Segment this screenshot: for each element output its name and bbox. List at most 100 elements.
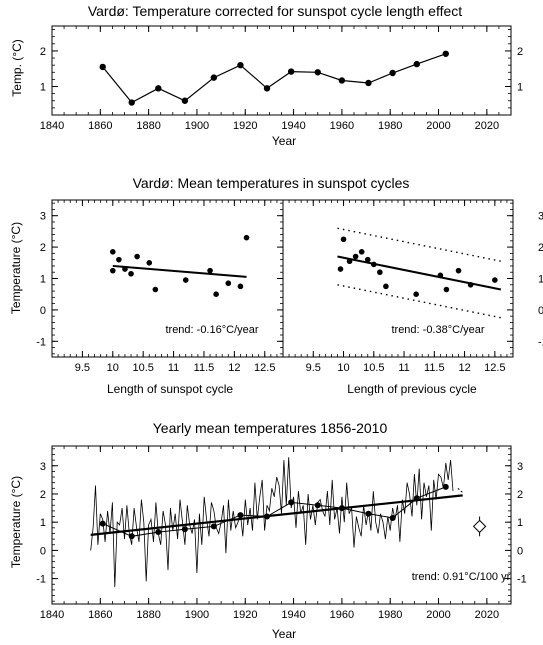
yearly-cycle-mean-line xyxy=(102,486,446,537)
previous-confidence-upper xyxy=(337,227,502,262)
previous-trend-annotation: trend: -0.38°C/year xyxy=(391,324,484,336)
corrected-data-point xyxy=(365,79,372,87)
yearly-x-tick-label: 1900 xyxy=(185,609,209,621)
yearly-cycle-mean-point xyxy=(237,512,244,519)
corrected-data-point xyxy=(155,85,162,92)
previous-y-tick-label-right: 1 xyxy=(538,274,543,286)
yearly-x-tick-label: 1860 xyxy=(88,609,112,621)
corrected-x-tick-label: 1960 xyxy=(330,120,354,132)
previous-data-point xyxy=(467,281,474,288)
sunspot-y-tick-label: 1 xyxy=(40,274,46,286)
sunspot-x-tick-label: 11.5 xyxy=(194,362,215,374)
corrected-x-tick-label: 2020 xyxy=(475,120,499,132)
corrected-series-line xyxy=(102,53,447,104)
yearly-cycle-mean-point xyxy=(442,483,449,490)
previous-data-point xyxy=(455,267,462,274)
yearly-cycle-mean-point xyxy=(181,526,188,533)
previous-data-point xyxy=(437,272,444,279)
corrected-x-tick-label: 1980 xyxy=(378,120,402,132)
sunspot-data-point xyxy=(207,267,213,274)
yearly-x-tick-label: 1920 xyxy=(233,609,257,621)
corrected-x-tick-label: 1880 xyxy=(136,120,160,132)
previous-x-tick-label: 10 xyxy=(337,362,349,374)
yearly-y-tick-label: 3 xyxy=(40,461,46,473)
corrected-x-tick-label: 1900 xyxy=(185,120,209,132)
yearly-cycle-mean-point xyxy=(155,529,162,536)
sunspot-cycle-panel: Vardø: Mean temperatures in sunspot cycl… xyxy=(9,175,409,396)
corrected-data-point xyxy=(99,63,106,71)
previous-data-point xyxy=(352,253,359,260)
previous-data-point xyxy=(358,249,365,255)
yearly-y-tick-label-right: 1 xyxy=(517,517,523,529)
previous-x-tick-label: 11 xyxy=(398,362,409,374)
corrected-x-tick-label: 1940 xyxy=(281,120,305,132)
yearly-cycle-mean-point xyxy=(99,520,106,527)
sunspot-x-axis-label: Length of sunspot cycle xyxy=(107,382,233,396)
corrected-data-point xyxy=(442,50,449,57)
sunspot-y-tick-label: 2 xyxy=(40,242,46,254)
sunspot-data-point xyxy=(128,270,134,277)
sunspot-y-tick-label: 0 xyxy=(40,305,46,317)
yearly-y-tick-label-right: 3 xyxy=(517,461,523,473)
corrected-y-tick-label: 1 xyxy=(40,82,46,94)
yearly-cycle-mean-point xyxy=(314,502,321,509)
corrected-data-point xyxy=(237,61,244,69)
yearly-y-tick-label-right: -1 xyxy=(517,574,527,586)
yearly-y-tick-label: 1 xyxy=(40,517,46,529)
sunspot-x-tick-label: 10.5 xyxy=(132,362,153,374)
previous-data-point xyxy=(340,236,347,243)
previous-data-point xyxy=(346,258,353,265)
previous-confidence-lower xyxy=(337,284,502,319)
previous-data-point xyxy=(492,277,498,283)
yearly-trend-line xyxy=(90,494,463,536)
corrected-data-point xyxy=(413,60,420,68)
yearly-x-tick-label: 2000 xyxy=(426,609,450,621)
sunspot-y-tick-label: -1 xyxy=(36,336,46,348)
corrected-data-point xyxy=(314,69,321,76)
previous-data-point xyxy=(364,256,371,263)
corrected-chart-title: Vardø: Temperature corrected for sunspot… xyxy=(88,3,462,19)
previous-x-tick-label: 11.5 xyxy=(424,362,445,374)
yearly-cycle-mean-point xyxy=(128,533,135,540)
corrected-data-point xyxy=(263,85,271,92)
corrected-data-point xyxy=(210,74,218,81)
previous-x-tick-label: 12 xyxy=(458,362,470,374)
sunspot-data-point xyxy=(146,260,153,266)
corrected-temperature-panel: Vardø: Temperature corrected for sunspot… xyxy=(10,3,523,148)
corrected-y-tick-label-right: 1 xyxy=(517,82,523,94)
yearly-cycle-mean-point xyxy=(389,514,396,521)
previous-data-point xyxy=(413,291,419,298)
yearly-y-tick-label: -1 xyxy=(36,574,46,586)
sunspot-data-point xyxy=(109,267,116,274)
sunspot-data-point xyxy=(116,256,122,263)
sunspot-y-axis-label: Temperature (°C) xyxy=(9,222,23,314)
yearly-y-tick-label: 2 xyxy=(40,489,46,501)
corrected-data-point xyxy=(287,68,295,75)
previous-y-tick-label-right: 3 xyxy=(538,211,543,223)
yearly-x-tick-label: 2020 xyxy=(475,609,499,621)
sunspot-data-point xyxy=(237,283,244,290)
yearly-last-segment xyxy=(457,487,464,493)
yearly-error-diamond-marker xyxy=(472,519,487,534)
corrected-data-point xyxy=(389,69,396,77)
yearly-x-tick-label: 1960 xyxy=(330,609,354,621)
yearly-temperature-line xyxy=(90,457,454,588)
previous-data-point xyxy=(377,269,383,276)
corrected-data-point xyxy=(338,77,346,84)
sunspot-trend-annotation: trend: -0.16°C/year xyxy=(165,324,258,336)
yearly-x-tick-label: 1940 xyxy=(281,609,305,621)
previous-y-tick-label-right: 2 xyxy=(538,242,543,254)
sunspot-data-point xyxy=(243,234,250,241)
yearly-x-axis-label: Year xyxy=(272,627,296,641)
corrected-data-point xyxy=(181,97,189,104)
previous-x-tick-label: 10.5 xyxy=(363,362,384,374)
corrected-x-tick-label: 2000 xyxy=(426,120,450,132)
sunspot-x-tick-label: 10 xyxy=(107,362,119,374)
previous-data-point xyxy=(370,261,377,268)
corrected-x-axis-label: Year xyxy=(272,134,296,148)
yearly-y-tick-label: 0 xyxy=(40,545,46,557)
sunspot-data-point xyxy=(122,266,128,272)
corrected-x-tick-label: 1860 xyxy=(88,120,112,132)
corrected-y-tick-label-right: 2 xyxy=(517,46,523,58)
